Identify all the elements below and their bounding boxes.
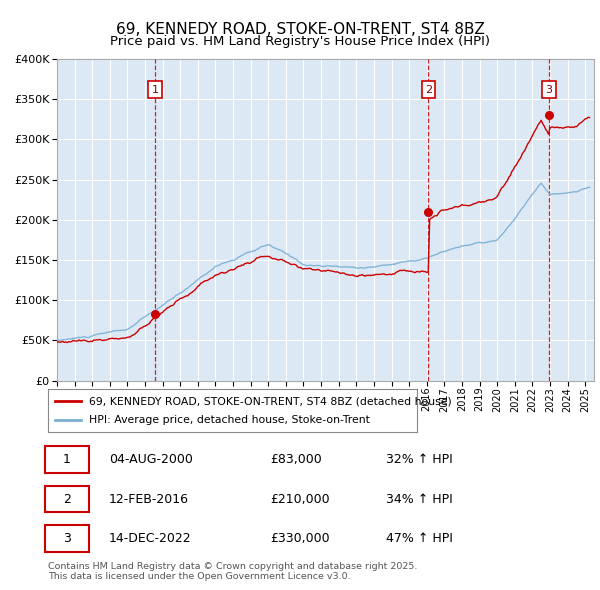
Text: Contains HM Land Registry data © Crown copyright and database right 2025.
This d: Contains HM Land Registry data © Crown c… xyxy=(48,562,418,581)
Text: £330,000: £330,000 xyxy=(270,532,329,545)
Text: HPI: Average price, detached house, Stoke-on-Trent: HPI: Average price, detached house, Stok… xyxy=(89,415,370,425)
Text: 2: 2 xyxy=(425,84,432,94)
Text: £210,000: £210,000 xyxy=(270,493,329,506)
Text: 69, KENNEDY ROAD, STOKE-ON-TRENT, ST4 8BZ: 69, KENNEDY ROAD, STOKE-ON-TRENT, ST4 8B… xyxy=(116,22,484,37)
Text: 12-FEB-2016: 12-FEB-2016 xyxy=(109,493,189,506)
Text: 3: 3 xyxy=(545,84,553,94)
Text: 04-AUG-2000: 04-AUG-2000 xyxy=(109,453,193,466)
Text: 1: 1 xyxy=(152,84,159,94)
Text: 69, KENNEDY ROAD, STOKE-ON-TRENT, ST4 8BZ (detached house): 69, KENNEDY ROAD, STOKE-ON-TRENT, ST4 8B… xyxy=(89,396,451,407)
Text: £83,000: £83,000 xyxy=(270,453,322,466)
Text: 2: 2 xyxy=(63,493,71,506)
Text: 1: 1 xyxy=(63,453,71,466)
Text: 47% ↑ HPI: 47% ↑ HPI xyxy=(386,532,453,545)
Text: 34% ↑ HPI: 34% ↑ HPI xyxy=(386,493,452,506)
Text: Price paid vs. HM Land Registry's House Price Index (HPI): Price paid vs. HM Land Registry's House … xyxy=(110,35,490,48)
Text: 32% ↑ HPI: 32% ↑ HPI xyxy=(386,453,452,466)
FancyBboxPatch shape xyxy=(46,525,89,552)
Text: 14-DEC-2022: 14-DEC-2022 xyxy=(109,532,191,545)
Text: 3: 3 xyxy=(63,532,71,545)
FancyBboxPatch shape xyxy=(46,486,89,513)
FancyBboxPatch shape xyxy=(46,446,89,473)
